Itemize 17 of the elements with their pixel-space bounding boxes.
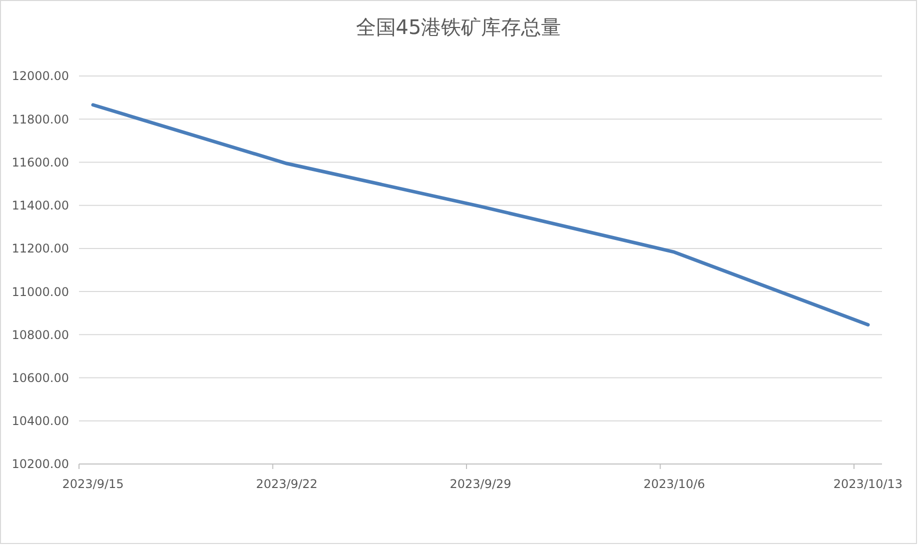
x-tick-label: 2023/10/6 [643, 477, 706, 491]
y-tick-label: 10200.00 [12, 457, 69, 472]
y-tick-label: 12000.00 [12, 69, 69, 84]
y-tick-label: 10400.00 [12, 414, 69, 428]
x-tick-label: 2023/10/13 [833, 477, 903, 491]
x-tick-label: 2023/9/22 [256, 477, 318, 491]
y-tick-label: 11800.00 [12, 112, 69, 126]
y-tick-label: 10800.00 [12, 328, 69, 342]
y-tick-label: 11000.00 [12, 284, 69, 299]
x-tick-label: 2023/9/29 [450, 477, 512, 491]
y-tick-label: 11600.00 [12, 155, 69, 170]
chart-title: 全国45港铁矿库存总量 [356, 15, 562, 39]
y-tick-label: 11200.00 [12, 242, 69, 256]
x-tick-label: 2023/9/15 [62, 477, 124, 491]
y-tick-label: 11400.00 [12, 198, 69, 213]
y-tick-label: 10600.00 [12, 370, 69, 385]
line-series [91, 103, 870, 326]
